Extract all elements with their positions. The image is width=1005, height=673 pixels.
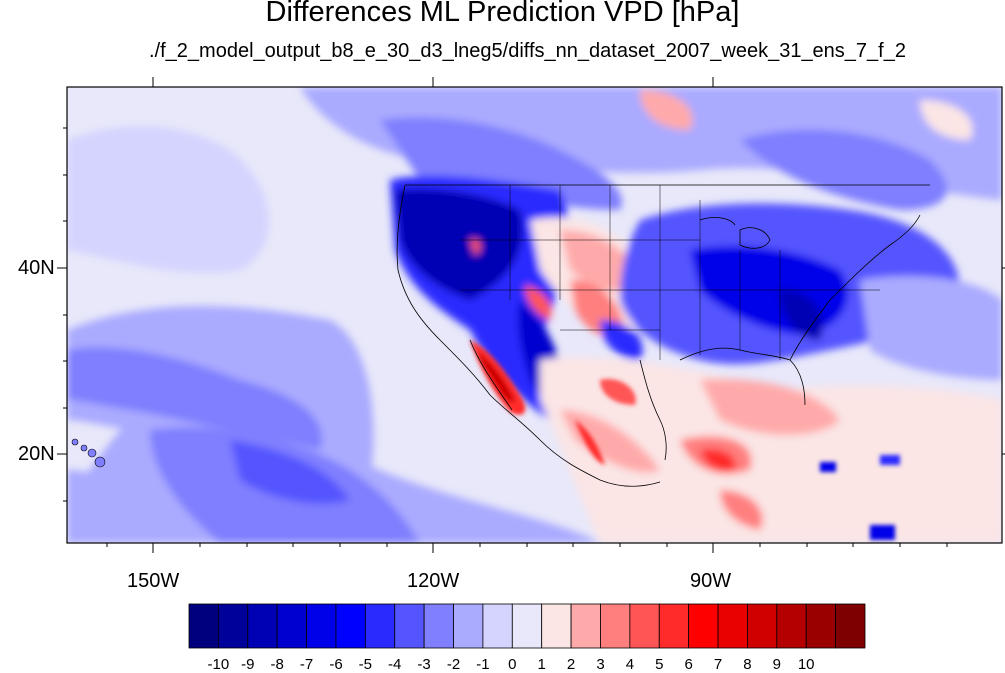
colorbar-tick-label: 9 xyxy=(772,656,781,673)
colorbar-box xyxy=(335,603,366,649)
colorbar-box xyxy=(188,603,219,649)
colorbar-box xyxy=(570,603,601,649)
coastlines xyxy=(396,184,930,487)
lon-label-120w: 120W xyxy=(407,570,460,592)
colorbar-tick-label: 2 xyxy=(566,656,576,673)
colorbar-tick-label: 1 xyxy=(537,656,546,673)
colorbar-box xyxy=(688,603,719,649)
lon-label-90w: 90W xyxy=(690,570,732,592)
colorbar-box xyxy=(247,603,278,649)
colorbar-tick-label: 10 xyxy=(797,656,815,673)
colorbar-box xyxy=(629,603,660,649)
colorbar-box xyxy=(658,603,690,649)
colorbar-box xyxy=(453,603,484,649)
colorbar-tick-label: -1 xyxy=(476,656,490,673)
colorbar-tick-label: 5 xyxy=(655,656,664,673)
colorbar-tick-label: -4 xyxy=(388,656,402,673)
colorbar-box xyxy=(276,603,307,649)
colorbar-tick-label: -2 xyxy=(446,656,461,673)
state-borders xyxy=(460,185,880,360)
colorbar-box xyxy=(717,603,748,649)
colorbar-box xyxy=(805,603,837,649)
colorbar-tick-label: 0 xyxy=(508,656,517,673)
lon-label-150w: 150W xyxy=(127,570,180,592)
figure-title: Differences ML Prediction VPD [hPa] xyxy=(265,0,740,28)
colorbar-box xyxy=(600,603,631,649)
colorbar-tick-label: 3 xyxy=(596,656,605,673)
figure-subtitle: ./f_2_model_output_b8_e_30_d3_lneg5/diff… xyxy=(149,40,906,62)
hawaii-islands xyxy=(71,438,106,468)
colorbar-box xyxy=(511,603,543,649)
colorbar xyxy=(188,603,866,649)
colorbar-box xyxy=(394,603,425,649)
colorbar-tick-label: 6 xyxy=(684,656,693,673)
colorbar-tick-label: -5 xyxy=(358,656,372,673)
colorbar-tick-label: -6 xyxy=(329,656,343,673)
colorbar-tick-label: -7 xyxy=(299,656,314,673)
colorbar-tick-label: -9 xyxy=(241,656,255,673)
axis-ticks xyxy=(57,77,1005,553)
colorbar-box xyxy=(306,603,337,649)
lat-label-20n: 20N xyxy=(18,443,55,465)
colorbar-box xyxy=(217,603,249,649)
lat-label-40n: 40N xyxy=(18,257,55,279)
colorbar-tick-label: 8 xyxy=(743,656,752,673)
colorbar-box xyxy=(423,603,454,649)
colorbar-box xyxy=(541,603,572,649)
colorbar-tick-label: -8 xyxy=(270,656,284,673)
colorbar-tick-label: -10 xyxy=(207,656,230,673)
colorbar-box xyxy=(835,603,866,649)
colorbar-box xyxy=(364,603,396,649)
colorbar-tick-label: 7 xyxy=(713,656,723,673)
colorbar-tick-label: 4 xyxy=(625,656,635,673)
colorbar-box xyxy=(776,603,807,649)
colorbar-box xyxy=(747,603,778,649)
map-field xyxy=(67,87,1002,543)
colorbar-tick-label: -3 xyxy=(417,656,431,673)
colorbar-box xyxy=(482,603,513,649)
